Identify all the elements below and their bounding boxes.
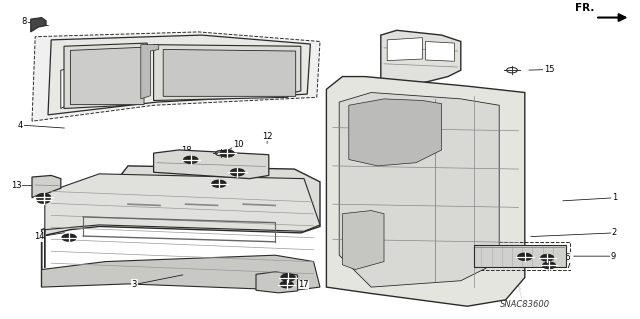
Circle shape: [36, 194, 51, 201]
Polygon shape: [326, 77, 525, 306]
Text: 11: 11: [271, 285, 282, 294]
Text: 4: 4: [18, 121, 23, 130]
Polygon shape: [61, 67, 80, 108]
Polygon shape: [342, 211, 384, 270]
Circle shape: [541, 255, 554, 261]
Text: 7: 7: [101, 52, 106, 61]
Text: 8: 8: [22, 17, 27, 26]
Circle shape: [280, 281, 293, 288]
Polygon shape: [154, 45, 301, 100]
Polygon shape: [474, 245, 566, 267]
Polygon shape: [42, 255, 320, 290]
Circle shape: [212, 180, 226, 187]
Text: 14: 14: [35, 232, 45, 241]
Text: 9: 9: [611, 252, 616, 261]
Text: 6: 6: [119, 73, 124, 82]
Text: 18: 18: [182, 146, 192, 155]
Polygon shape: [426, 41, 454, 61]
Polygon shape: [387, 38, 422, 61]
Polygon shape: [64, 43, 147, 108]
Polygon shape: [381, 30, 461, 89]
Polygon shape: [339, 93, 499, 287]
Polygon shape: [45, 174, 320, 268]
Circle shape: [543, 262, 556, 269]
Text: 10: 10: [233, 140, 243, 149]
Circle shape: [230, 169, 244, 176]
Text: 1: 1: [612, 193, 617, 202]
Polygon shape: [163, 49, 296, 96]
Text: 3: 3: [132, 280, 137, 289]
Circle shape: [281, 274, 295, 281]
Circle shape: [518, 253, 532, 260]
Text: 17: 17: [298, 280, 309, 289]
Text: 17: 17: [55, 196, 66, 204]
Polygon shape: [32, 175, 61, 198]
Polygon shape: [141, 45, 159, 99]
Text: 16: 16: [246, 158, 256, 167]
Circle shape: [37, 197, 50, 203]
Polygon shape: [256, 272, 298, 293]
Polygon shape: [48, 35, 310, 115]
Polygon shape: [70, 47, 144, 105]
Text: 13: 13: [11, 181, 21, 190]
Text: 2: 2: [612, 228, 617, 237]
Polygon shape: [31, 18, 46, 32]
Polygon shape: [154, 150, 269, 179]
Text: 12: 12: [262, 132, 273, 141]
Circle shape: [220, 150, 234, 157]
Text: 15: 15: [544, 65, 554, 74]
Text: SNAC83600: SNAC83600: [500, 300, 550, 309]
Text: FR.: FR.: [575, 4, 594, 13]
Text: 16: 16: [560, 253, 571, 262]
Text: 5: 5: [178, 85, 183, 94]
Circle shape: [62, 234, 76, 241]
Polygon shape: [42, 166, 320, 287]
Polygon shape: [349, 99, 442, 166]
Polygon shape: [32, 32, 320, 121]
Text: 17: 17: [228, 171, 239, 180]
Circle shape: [184, 156, 198, 163]
Text: 17: 17: [561, 261, 572, 270]
